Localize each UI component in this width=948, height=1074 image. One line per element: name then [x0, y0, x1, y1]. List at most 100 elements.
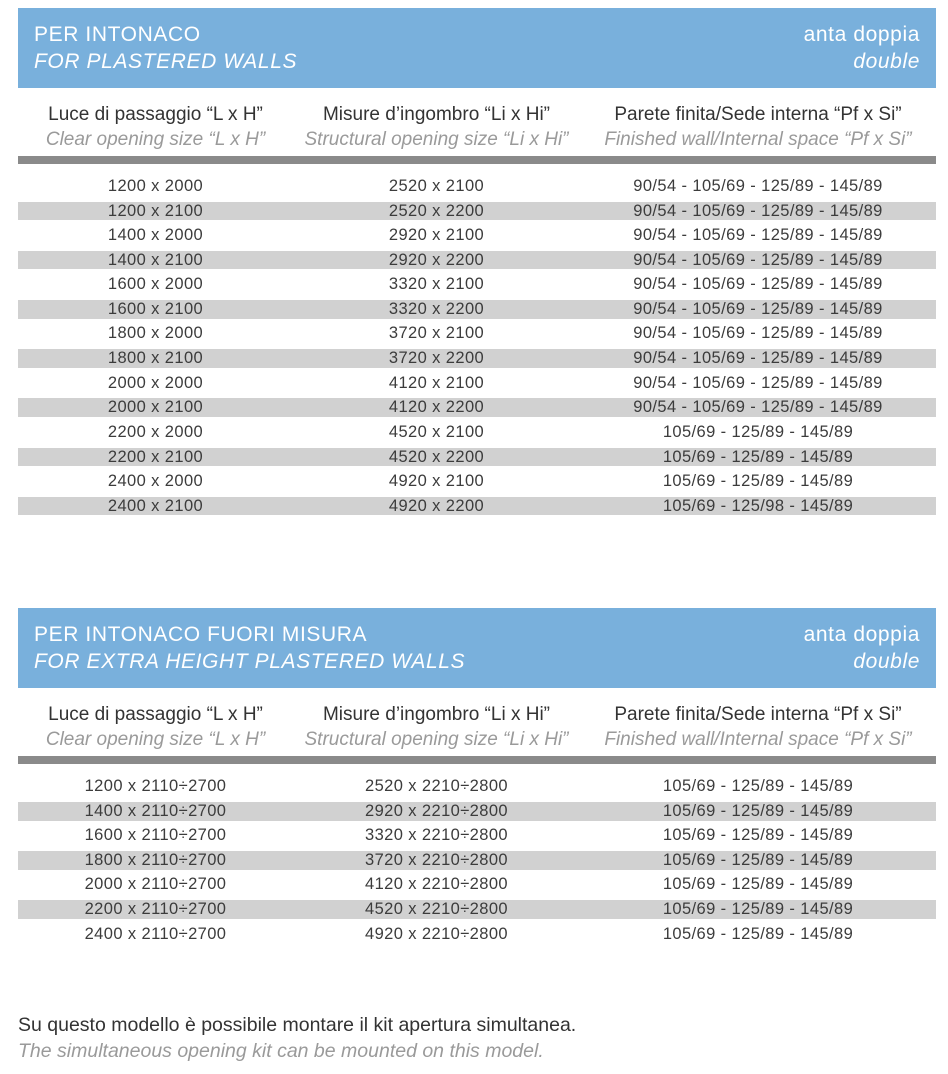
- table-row: 1800 x 2100 3720 x 2200 90/54 - 105/69 -…: [18, 346, 936, 371]
- column-header-italian: Parete finita/Sede interna “Pf x Si”: [614, 104, 902, 125]
- table-row: 2200 x 2000 4520 x 2100 105/69 - 125/89 …: [18, 420, 936, 445]
- section-variant-english: double: [853, 50, 920, 73]
- column-header-english: Clear opening size “L x H”: [45, 729, 266, 751]
- cell-clear-opening-size: 1200 x 2000: [107, 176, 204, 195]
- cell-wall-internal-space: 90/54 - 105/69 - 125/89 - 145/89: [633, 201, 883, 220]
- cell-clear-opening-size: 2400 x 2000: [107, 471, 204, 490]
- cell-clear-opening-size: 2200 x 2110÷2700: [84, 900, 227, 919]
- table-row: 1400 x 2000 2920 x 2100 90/54 - 105/69 -…: [18, 223, 936, 248]
- cell-clear-opening-size: 1800 x 2110÷2700: [84, 851, 227, 870]
- column-header-english: Structural opening size “Li x Hi”: [304, 129, 569, 150]
- column-header-italian: Misure d’ingombro “Li x Hi”: [322, 704, 550, 726]
- cell-wall-internal-space: 90/54 - 105/69 - 125/89 - 145/89: [633, 398, 883, 417]
- column-header-italian: Parete finita/Sede interna “Pf x Si”: [614, 704, 902, 726]
- footer-note-italian: Su questo modello è possibile montare il…: [18, 1014, 577, 1037]
- cell-structural-opening-size: 4120 x 2100: [388, 373, 485, 392]
- table-row: 1800 x 2000 3720 x 2100 90/54 - 105/69 -…: [18, 322, 936, 347]
- section-header-extra-height: PER INTONACO FUORI MISURA FOR EXTRA HEIG…: [18, 608, 936, 689]
- column-headers: Luce di passaggio “L x H” Clear opening …: [18, 688, 936, 756]
- column-headers: Luce di passaggio “L x H” Clear opening …: [18, 88, 936, 156]
- section-title-italian: PER INTONACO FUORI MISURA: [34, 623, 368, 647]
- cell-clear-opening-size: 2000 x 2100: [107, 398, 204, 417]
- cell-wall-internal-space: 90/54 - 105/69 - 125/89 - 145/89: [633, 176, 883, 195]
- divider-bar: [18, 156, 936, 164]
- table-row: 2200 x 2100 4520 x 2200 105/69 - 125/89 …: [18, 445, 936, 470]
- column-header-structural-opening: Misure d’ingombro “Li x Hi” Structural o…: [293, 102, 580, 156]
- cell-wall-internal-space: 105/69 - 125/89 - 145/89: [662, 851, 854, 870]
- cell-wall-internal-space: 105/69 - 125/89 - 145/89: [662, 826, 854, 845]
- cell-clear-opening-size: 1800 x 2000: [107, 324, 204, 343]
- cell-clear-opening-size: 1600 x 2100: [107, 299, 204, 318]
- column-header-italian: Misure d’ingombro “Li x Hi”: [322, 104, 550, 125]
- column-header-clear-opening: Luce di passaggio “L x H” Clear opening …: [18, 702, 293, 756]
- cell-structural-opening-size: 4920 x 2100: [388, 471, 485, 490]
- cell-structural-opening-size: 4920 x 2200: [388, 496, 485, 515]
- cell-structural-opening-size: 4920 x 2210÷2800: [365, 924, 508, 943]
- cell-wall-internal-space: 90/54 - 105/69 - 125/89 - 145/89: [633, 299, 883, 318]
- cell-wall-internal-space: 90/54 - 105/69 - 125/89 - 145/89: [633, 225, 883, 244]
- column-header-structural-opening: Misure d’ingombro “Li x Hi” Structural o…: [293, 702, 580, 756]
- cell-wall-internal-space: 105/69 - 125/89 - 145/89: [662, 447, 854, 466]
- section-variant-english: double: [853, 650, 920, 674]
- footer-note-english: The simultaneous opening kit can be moun…: [18, 1040, 544, 1063]
- cell-wall-internal-space: 90/54 - 105/69 - 125/89 - 145/89: [633, 373, 883, 392]
- section-variant-italian: anta doppia: [803, 23, 920, 46]
- section-variant: anta doppia double: [804, 21, 920, 75]
- cell-wall-internal-space: 90/54 - 105/69 - 125/89 - 145/89: [633, 349, 883, 368]
- cell-clear-opening-size: 2200 x 2100: [107, 447, 204, 466]
- cell-structural-opening-size: 4520 x 2200: [388, 447, 485, 466]
- page-content: PER INTONACO FOR PLASTERED WALLS anta do…: [18, 0, 936, 1064]
- cell-structural-opening-size: 3720 x 2210÷2800: [365, 851, 508, 870]
- cell-structural-opening-size: 2920 x 2210÷2800: [365, 801, 508, 820]
- cell-structural-opening-size: 3720 x 2200: [388, 349, 485, 368]
- dimension-table-plastered: 1200 x 2000 2520 x 2100 90/54 - 105/69 -…: [18, 174, 936, 518]
- cell-structural-opening-size: 3720 x 2100: [388, 324, 485, 343]
- table-row: 2200 x 2110÷2700 4520 x 2210÷2800 105/69…: [18, 897, 936, 922]
- cell-wall-internal-space: 105/69 - 125/98 - 145/89: [662, 496, 854, 515]
- cell-clear-opening-size: 1400 x 2000: [107, 225, 204, 244]
- column-header-italian: Luce di passaggio “L x H”: [48, 104, 263, 125]
- cell-structural-opening-size: 2920 x 2100: [388, 225, 485, 244]
- cell-structural-opening-size: 4520 x 2210÷2800: [365, 900, 508, 919]
- cell-clear-opening-size: 2400 x 2100: [107, 496, 204, 515]
- section-header-plastered-walls: PER INTONACO FOR PLASTERED WALLS anta do…: [18, 8, 936, 88]
- table-row: 2000 x 2000 4120 x 2100 90/54 - 105/69 -…: [18, 371, 936, 396]
- cell-clear-opening-size: 1400 x 2110÷2700: [84, 801, 227, 820]
- divider-bar: [18, 756, 936, 765]
- table-row: 1200 x 2110÷2700 2520 x 2210÷2800 105/69…: [18, 774, 936, 799]
- table-row: 2000 x 2110÷2700 4120 x 2210÷2800 105/69…: [18, 873, 936, 898]
- cell-structural-opening-size: 2920 x 2200: [388, 250, 485, 269]
- section-variant: anta doppia double: [804, 621, 920, 675]
- cell-wall-internal-space: 105/69 - 125/89 - 145/89: [662, 422, 854, 441]
- section-title: PER INTONACO FOR PLASTERED WALLS: [34, 21, 297, 75]
- cell-structural-opening-size: 4120 x 2200: [388, 398, 485, 417]
- cell-clear-opening-size: 1800 x 2100: [107, 349, 204, 368]
- column-header-wall-internal-space: Parete finita/Sede interna “Pf x Si” Fin…: [580, 102, 936, 156]
- section-title: PER INTONACO FUORI MISURA FOR EXTRA HEIG…: [34, 621, 465, 675]
- column-header-clear-opening: Luce di passaggio “L x H” Clear opening …: [18, 102, 293, 156]
- cell-structural-opening-size: 3320 x 2100: [388, 275, 485, 294]
- table-row: 1200 x 2000 2520 x 2100 90/54 - 105/69 -…: [18, 174, 936, 199]
- cell-clear-opening-size: 2400 x 2110÷2700: [84, 924, 227, 943]
- section-variant-italian: anta doppia: [803, 623, 920, 647]
- cell-structural-opening-size: 2520 x 2210÷2800: [365, 777, 508, 796]
- table-row: 1600 x 2000 3320 x 2100 90/54 - 105/69 -…: [18, 272, 936, 297]
- cell-structural-opening-size: 3320 x 2200: [388, 299, 485, 318]
- dimension-table-extra-height: 1200 x 2110÷2700 2520 x 2210÷2800 105/69…: [18, 774, 936, 946]
- table-row: 2000 x 2100 4120 x 2200 90/54 - 105/69 -…: [18, 395, 936, 420]
- table-row: 2400 x 2110÷2700 4920 x 2210÷2800 105/69…: [18, 922, 936, 947]
- cell-wall-internal-space: 90/54 - 105/69 - 125/89 - 145/89: [633, 250, 883, 269]
- column-header-english: Finished wall/Internal space “Pf x Si”: [604, 729, 912, 751]
- cell-clear-opening-size: 1200 x 2110÷2700: [84, 777, 227, 796]
- cell-clear-opening-size: 1600 x 2000: [107, 275, 204, 294]
- table-row: 1800 x 2110÷2700 3720 x 2210÷2800 105/69…: [18, 848, 936, 873]
- section-gap: [18, 518, 936, 608]
- section-title-italian: PER INTONACO: [34, 23, 201, 46]
- cell-structural-opening-size: 2520 x 2100: [388, 176, 485, 195]
- cell-wall-internal-space: 105/69 - 125/89 - 145/89: [662, 777, 854, 796]
- cell-clear-opening-size: 1200 x 2100: [107, 201, 204, 220]
- cell-wall-internal-space: 105/69 - 125/89 - 145/89: [662, 875, 854, 894]
- table-row: 1200 x 2100 2520 x 2200 90/54 - 105/69 -…: [18, 199, 936, 224]
- column-header-english: Finished wall/Internal space “Pf x Si”: [604, 129, 912, 150]
